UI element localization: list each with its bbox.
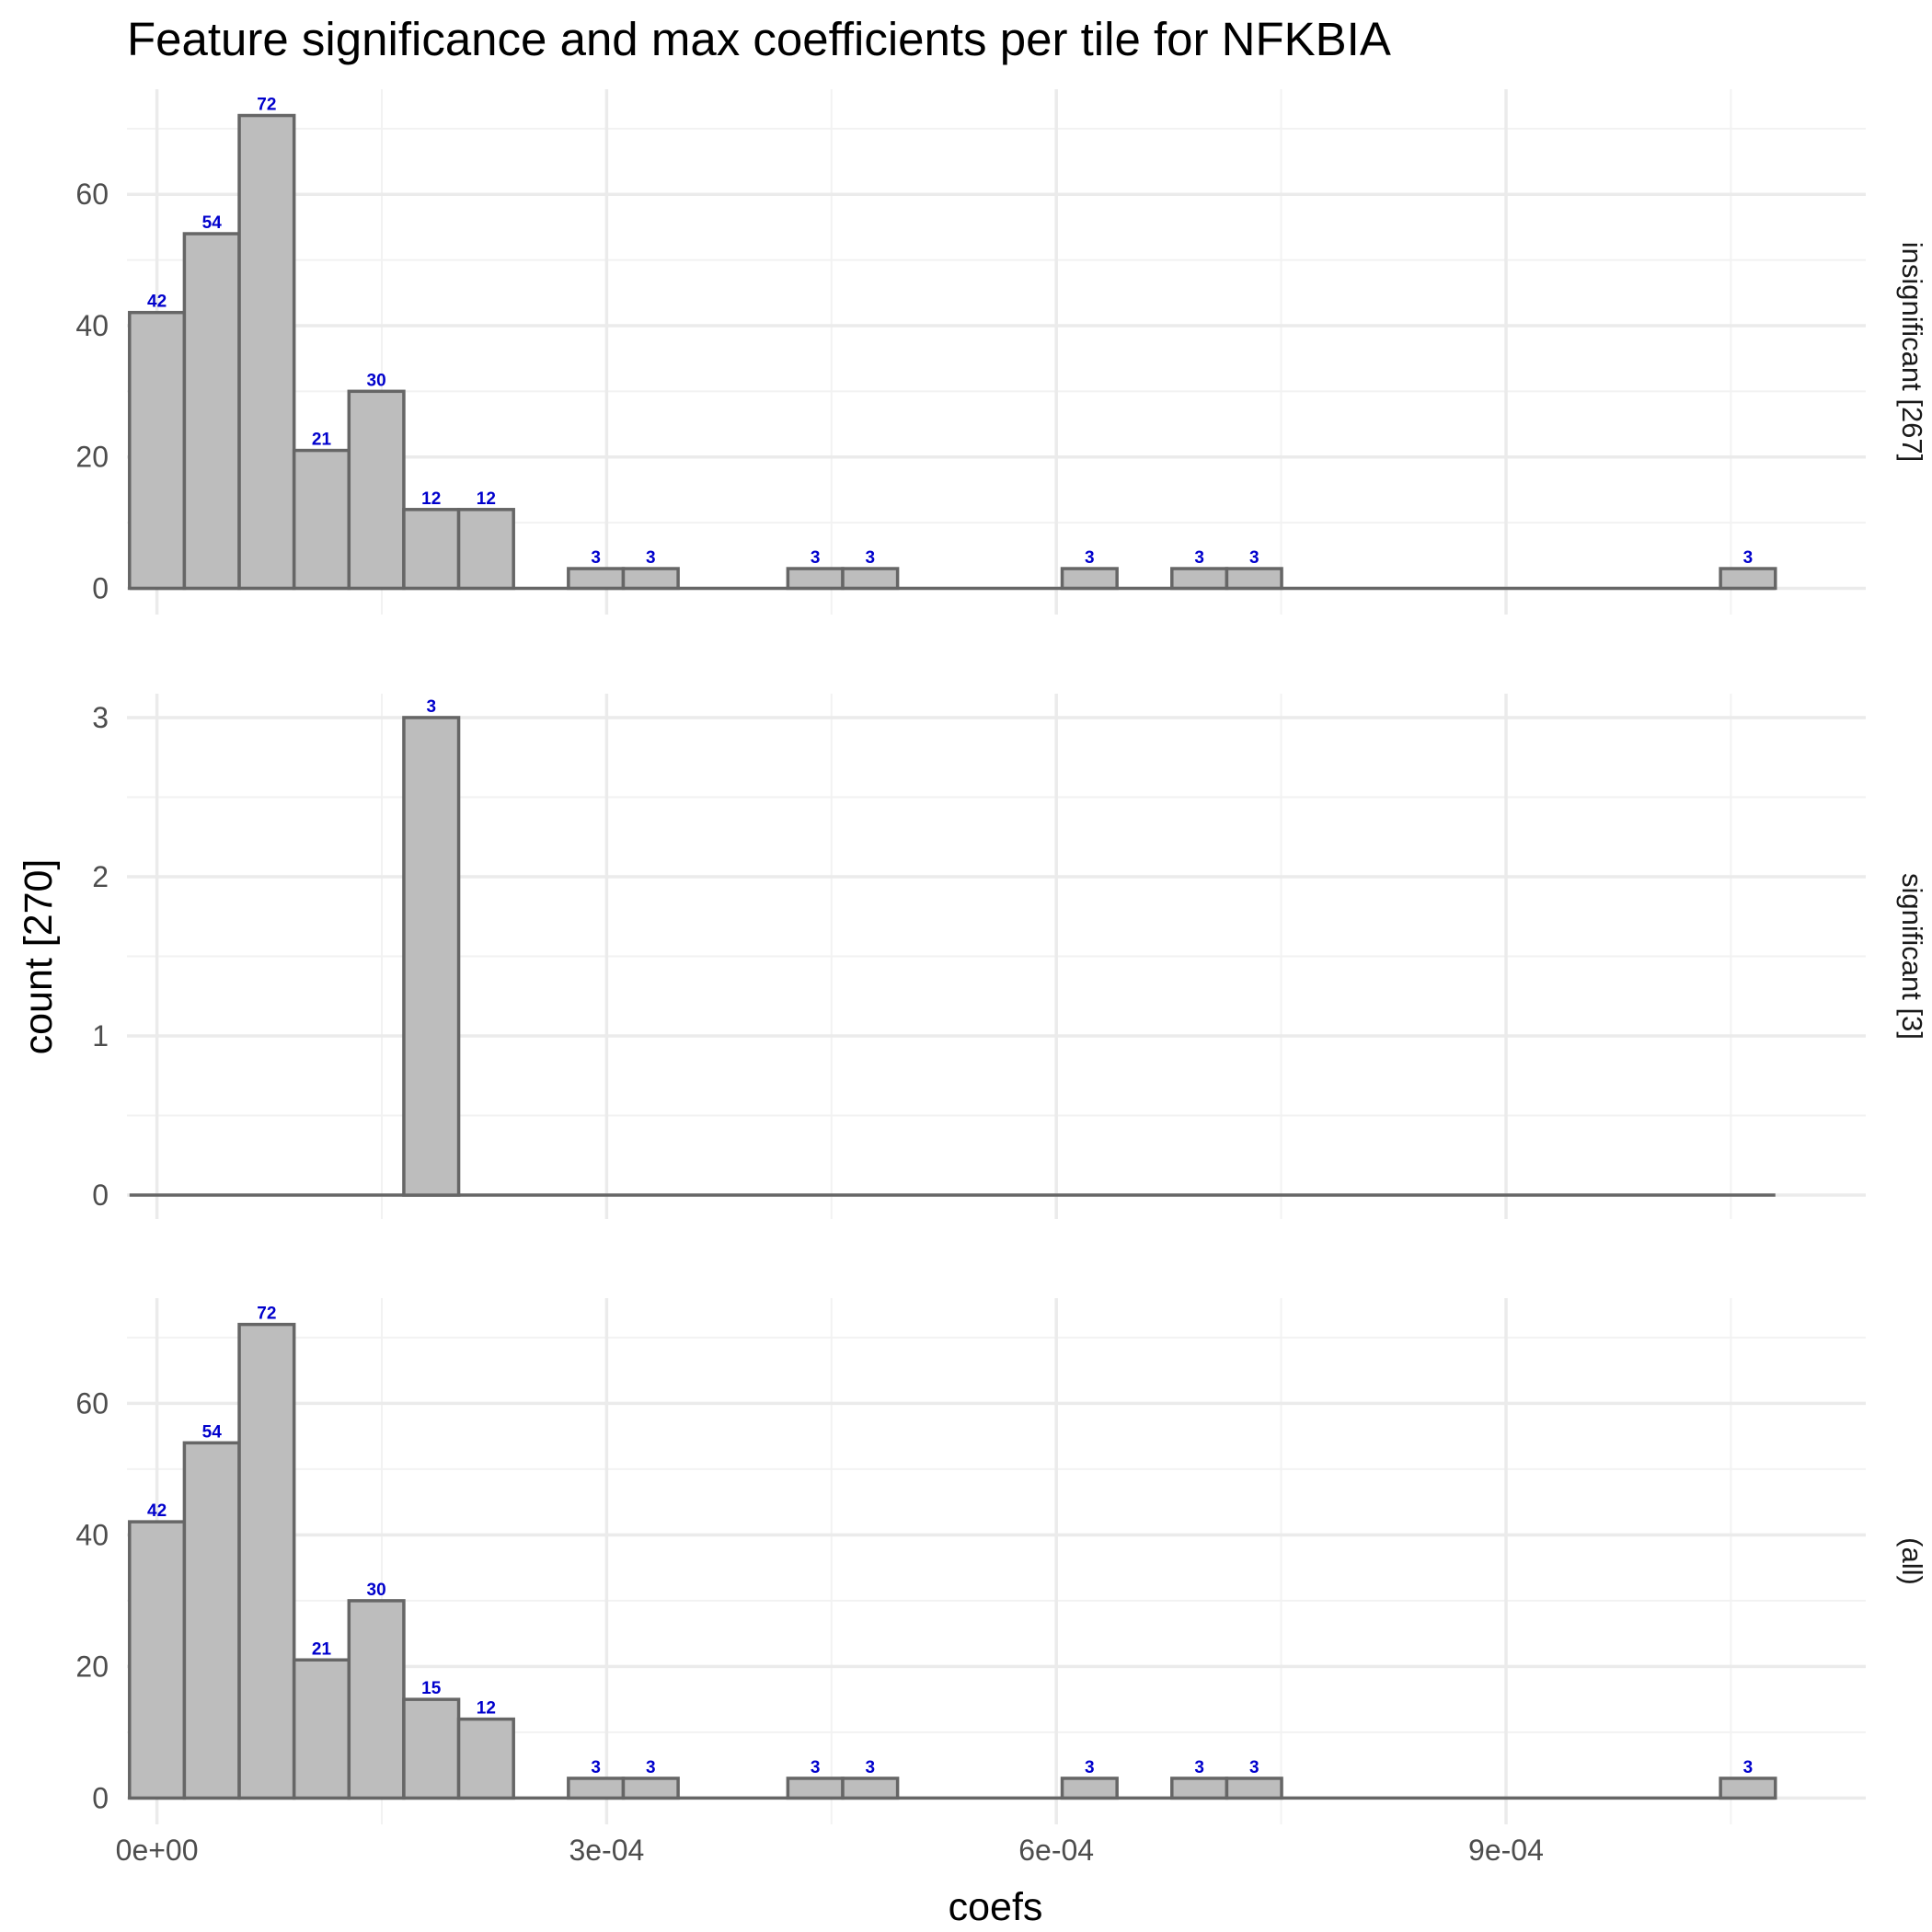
histogram-bar — [841, 567, 900, 591]
y-tick-label: 1 — [92, 1019, 109, 1052]
histogram-bar — [567, 567, 626, 591]
facet-strip-label: (all) — [1896, 1537, 1928, 1585]
bar-count-label: 3 — [1194, 1758, 1204, 1777]
y-tick-label: 40 — [75, 1518, 109, 1551]
bar-count-label: 54 — [202, 1422, 223, 1442]
y-tick-label: 40 — [75, 309, 109, 342]
histogram-bar — [347, 1599, 406, 1800]
bar-count-label: 3 — [811, 548, 821, 568]
histogram-bar — [456, 508, 515, 591]
y-tick-label: 60 — [75, 1386, 109, 1420]
bar-count-label: 72 — [257, 1305, 276, 1324]
bar-count-label: 3 — [646, 1758, 656, 1777]
y-tick-label: 20 — [75, 441, 109, 474]
histogram-bar — [182, 232, 241, 591]
bar-count-label: 3 — [646, 548, 656, 568]
bar-count-label: 54 — [202, 213, 223, 233]
histogram-bar — [1719, 1777, 1777, 1800]
bar-count-label: 3 — [1743, 1758, 1754, 1777]
histogram-bar — [567, 1777, 626, 1800]
x-axis: 0e+00 3e-04 6e-04 9e-04 — [116, 1834, 1544, 1867]
histogram-bar — [1225, 567, 1283, 591]
bar-count-label: 15 — [421, 1679, 442, 1698]
bar-count-label: 72 — [257, 96, 276, 115]
histogram-bar — [456, 1717, 515, 1800]
bar-count-label: 3 — [426, 697, 436, 717]
x-tick-label: 3e-04 — [569, 1834, 644, 1867]
bar-count-label: 3 — [591, 548, 601, 568]
histogram-bar — [292, 1658, 351, 1800]
y-tick-label: 3 — [92, 701, 109, 734]
bar-count-label: 42 — [147, 1501, 167, 1521]
chart-title: Feature significance and max coefficient… — [127, 13, 1391, 65]
x-tick-label: 0e+00 — [116, 1834, 199, 1867]
histogram-bar — [402, 508, 461, 591]
histogram-bar — [237, 113, 296, 591]
y-tick-label: 2 — [92, 860, 109, 893]
histogram-bar — [128, 1520, 187, 1800]
histogram-bar — [347, 389, 406, 591]
bar-count-label: 12 — [477, 489, 496, 509]
facet-panel: 0 1 2 3 3 significant [3] — [92, 694, 1928, 1219]
histogram-bar — [402, 716, 461, 1197]
histogram-bar — [1170, 1777, 1229, 1800]
bar-count-label: 3 — [866, 548, 876, 568]
bar-count-label: 3 — [1249, 1758, 1259, 1777]
x-axis-title: coefs — [949, 1885, 1043, 1929]
y-tick-label: 20 — [75, 1650, 109, 1683]
bar-count-label: 12 — [477, 1699, 496, 1719]
bar-count-label: 21 — [312, 1639, 332, 1659]
histogram-bar — [1170, 567, 1229, 591]
y-axis-title: count [270] — [17, 859, 61, 1055]
bar-count-label: 3 — [591, 1758, 601, 1777]
histogram-bar — [292, 448, 351, 591]
y-tick-label: 0 — [92, 1179, 109, 1212]
histogram-bar — [841, 1777, 900, 1800]
histogram-bar — [786, 567, 845, 591]
facet-strip-label: significant [3] — [1896, 873, 1928, 1040]
histogram-bar — [621, 567, 680, 591]
bar-count-label: 12 — [421, 489, 441, 509]
histogram-bar — [128, 310, 187, 591]
y-tick-label: 0 — [92, 571, 109, 604]
bar-count-label: 3 — [811, 1758, 821, 1777]
bar-count-label: 30 — [367, 371, 386, 390]
histogram-bar — [1225, 1777, 1283, 1800]
x-tick-label: 6e-04 — [1018, 1834, 1094, 1867]
bar-count-label: 3 — [1194, 548, 1204, 568]
facet-strip-label: insignificant [267] — [1896, 242, 1928, 463]
bar-count-label: 21 — [312, 431, 332, 450]
histogram-bar — [182, 1441, 241, 1800]
bar-count-label: 3 — [1249, 548, 1259, 568]
bar-count-label: 3 — [1743, 548, 1754, 568]
y-tick-label: 0 — [92, 1781, 109, 1814]
facet-panel: 0 20 40 60 42 54 72 21 30 15 12 3 3 3 3 3 3 3 3 (all) — [75, 1298, 1928, 1824]
histogram-bar — [402, 1697, 461, 1800]
x-tick-label: 9e-04 — [1468, 1834, 1544, 1867]
histogram-bar — [1719, 567, 1777, 591]
y-tick-label: 60 — [75, 178, 109, 211]
bar-count-label: 30 — [367, 1581, 386, 1600]
bar-count-label: 3 — [1085, 1758, 1095, 1777]
bar-count-label: 3 — [866, 1758, 876, 1777]
bar-count-label: 42 — [147, 293, 167, 312]
facet-panel: 0 20 40 60 42 54 72 21 30 12 12 3 3 3 3 3 3 3 3 insignifica… — [75, 89, 1928, 615]
histogram-bar — [1060, 1777, 1119, 1800]
histogram-bar — [237, 1322, 296, 1800]
bar-count-label: 3 — [1085, 548, 1095, 568]
histogram-bar — [1060, 567, 1119, 591]
histogram-bar — [786, 1777, 845, 1800]
histogram-bar — [621, 1777, 680, 1800]
